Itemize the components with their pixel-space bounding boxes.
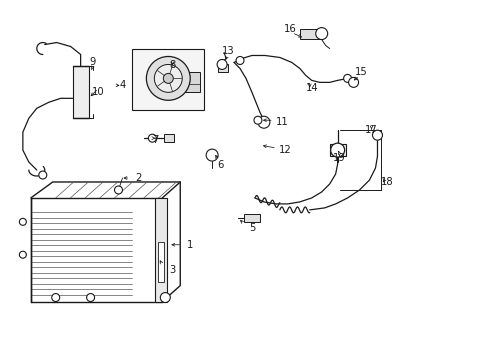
Circle shape <box>146 57 190 100</box>
Bar <box>132 49 203 110</box>
Circle shape <box>343 75 351 82</box>
Circle shape <box>160 293 170 302</box>
Circle shape <box>163 73 173 84</box>
Text: 12: 12 <box>278 145 291 155</box>
Circle shape <box>148 134 156 142</box>
Text: 16: 16 <box>283 24 296 33</box>
Bar <box>244 214 260 222</box>
Text: 11: 11 <box>275 117 287 127</box>
Bar <box>218 64 227 72</box>
Text: 8: 8 <box>169 60 175 71</box>
Circle shape <box>372 130 382 140</box>
Circle shape <box>20 219 26 225</box>
Bar <box>299 28 321 39</box>
Text: 4: 4 <box>119 80 125 90</box>
Circle shape <box>330 143 344 157</box>
Text: 18: 18 <box>380 177 393 187</box>
Bar <box>182 72 200 92</box>
Circle shape <box>258 116 269 128</box>
Bar <box>158 242 164 282</box>
Circle shape <box>217 59 226 69</box>
Circle shape <box>114 186 122 194</box>
Text: 14: 14 <box>305 84 317 93</box>
Text: 6: 6 <box>217 160 223 170</box>
Text: 17: 17 <box>365 125 377 135</box>
Circle shape <box>86 293 94 302</box>
Text: 7: 7 <box>152 135 158 145</box>
Bar <box>73 67 88 118</box>
Bar <box>329 144 345 156</box>
Circle shape <box>52 293 60 302</box>
Text: 19: 19 <box>333 153 346 163</box>
Circle shape <box>39 171 47 179</box>
Circle shape <box>315 28 327 40</box>
Circle shape <box>236 57 244 64</box>
Circle shape <box>253 116 262 124</box>
Circle shape <box>348 77 358 87</box>
Text: 2: 2 <box>135 173 142 183</box>
Text: 9: 9 <box>89 58 96 67</box>
Bar <box>155 198 167 302</box>
Text: 3: 3 <box>169 265 175 275</box>
Circle shape <box>206 149 218 161</box>
Text: 1: 1 <box>186 240 193 250</box>
Bar <box>164 134 174 142</box>
Text: 15: 15 <box>354 67 367 77</box>
Text: 13: 13 <box>221 45 234 55</box>
Circle shape <box>20 251 26 258</box>
Text: 10: 10 <box>92 87 104 97</box>
Circle shape <box>154 64 182 92</box>
Text: 5: 5 <box>248 223 255 233</box>
